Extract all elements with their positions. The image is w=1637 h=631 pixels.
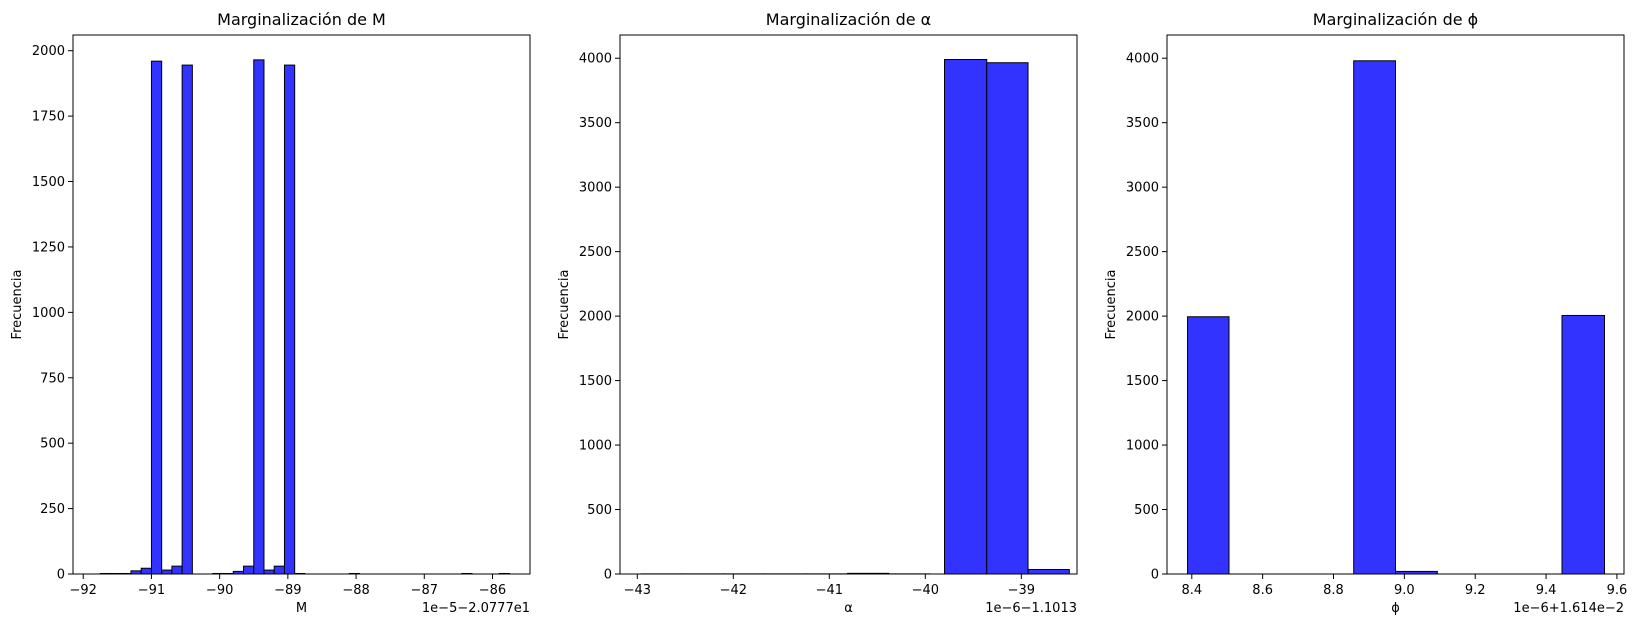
x-tick-label: −91 <box>138 583 165 598</box>
y-axis-label: Frecuencia <box>1104 270 1119 340</box>
histogram-bar <box>161 569 173 575</box>
y-tick-label: 2000 <box>32 44 65 59</box>
x-axis-label: α <box>844 601 853 616</box>
chart-title: Marginalización de M <box>217 10 386 29</box>
histogram-bar <box>150 60 163 575</box>
y-tick-label: 3000 <box>579 181 612 196</box>
axes-frame <box>1166 34 1625 575</box>
y-tick-label: 500 <box>587 503 612 518</box>
y-tick-label: 1750 <box>32 110 65 125</box>
x-axis-label: M <box>296 601 307 616</box>
histogram-bar <box>243 565 255 575</box>
y-tick-label: 1000 <box>1126 439 1159 454</box>
x-tick-label: −41 <box>816 583 843 598</box>
y-tick-label: 750 <box>40 371 65 386</box>
y-tick-label: 4000 <box>1126 52 1159 67</box>
chart-panel-1: −92 −91 −90 −89 −88 −87 −86 0 250 500 750 1000 1250 1… <box>10 10 531 616</box>
histogram-bar <box>181 64 193 575</box>
y-tick-label: 500 <box>1134 503 1159 518</box>
y-tick-label: 500 <box>40 437 65 452</box>
x-tick-label: 8.4 <box>1181 583 1202 598</box>
chart-title: Marginalización de α <box>766 10 931 29</box>
y-tick-label: 0 <box>604 568 612 583</box>
histogram-bar <box>944 59 988 575</box>
y-axis-label: Frecuencia <box>557 270 572 340</box>
x-tick-label: −90 <box>206 583 233 598</box>
y-tick-label: 2000 <box>579 310 612 325</box>
x-offset-text: 1e−6−1.1013 <box>985 601 1077 616</box>
chart-panel-2: −43 −42 −41 −40 −39 0 500 1000 1500 2000 2500 3000 3… <box>557 10 1078 616</box>
y-tick-label: 3000 <box>1126 181 1159 196</box>
y-tick-label: 1500 <box>579 374 612 389</box>
x-tick-label: −88 <box>342 583 369 598</box>
y-tick-label: 1000 <box>32 306 65 321</box>
histogram-bar <box>1561 314 1606 575</box>
y-tick-label: 0 <box>1151 568 1159 583</box>
histogram-bar <box>1027 568 1070 575</box>
x-tick-label: 9.0 <box>1394 583 1415 598</box>
y-tick-label: 1250 <box>32 240 65 255</box>
chart-panel-3: 8.4 8.6 8.8 9.0 9.2 9.4 9.6 0 500 1000 1500 2000 250… <box>1104 10 1627 616</box>
x-offset-text: 1e−6+1.614e−2 <box>1513 601 1624 616</box>
y-axis-label: Frecuencia <box>10 270 25 340</box>
x-tick-label: −87 <box>411 583 438 598</box>
x-offset-text: 1e−5−2.0777e1 <box>422 601 530 616</box>
x-tick-label: 8.8 <box>1323 583 1344 598</box>
histogram-bar <box>1187 316 1230 575</box>
axes-frame <box>619 34 1078 575</box>
x-tick-label: 9.2 <box>1465 583 1486 598</box>
histogram-bar <box>273 565 285 575</box>
histogram-bar <box>253 59 265 575</box>
histogram-bar <box>1353 60 1396 575</box>
histogram-bar <box>171 565 183 575</box>
y-tick-label: 3500 <box>1126 116 1159 131</box>
x-tick-label: −40 <box>912 583 939 598</box>
x-tick-label: −39 <box>1008 583 1035 598</box>
y-tick-label: 1500 <box>32 175 65 190</box>
y-tick-label: 1500 <box>1126 374 1159 389</box>
x-tick-label: −86 <box>479 583 506 598</box>
x-tick-label: −89 <box>274 583 301 598</box>
y-tick-label: 0 <box>57 568 65 583</box>
chart-title: Marginalización de ϕ <box>1313 10 1478 29</box>
x-tick-label: 8.6 <box>1252 583 1273 598</box>
y-tick-label: 250 <box>40 502 65 517</box>
y-tick-label: 2500 <box>1126 245 1159 260</box>
x-tick-label: −92 <box>70 583 97 598</box>
y-tick-label: 1000 <box>579 439 612 454</box>
y-tick-label: 3500 <box>579 116 612 131</box>
x-tick-label: 9.6 <box>1607 583 1628 598</box>
y-tick-label: 2000 <box>1126 310 1159 325</box>
axes-frame <box>72 34 531 575</box>
x-tick-label: 9.4 <box>1536 583 1557 598</box>
x-axis-label: ϕ <box>1391 601 1400 616</box>
y-tick-label: 4000 <box>579 52 612 67</box>
y-tick-label: 2500 <box>579 245 612 260</box>
histogram-bar <box>263 569 275 575</box>
x-tick-label: −43 <box>624 583 651 598</box>
histogram-bar <box>140 567 152 575</box>
histogram-bar <box>283 64 296 575</box>
x-tick-label: −42 <box>720 583 747 598</box>
histogram-bar <box>986 62 1029 575</box>
